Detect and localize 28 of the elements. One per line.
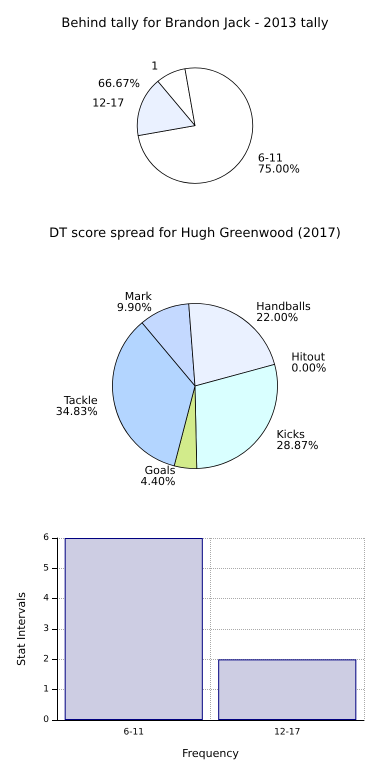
y-axis-title: Stat Intervals — [15, 592, 28, 666]
y-tick-label: 2 — [43, 654, 49, 664]
slice-label: Goals — [144, 464, 176, 477]
chart-title: Behind tally for Brandon Jack - 2013 tally — [61, 16, 329, 31]
slice-label: Mark — [124, 290, 152, 304]
y-tick-label: 1 — [43, 684, 49, 695]
slice-label: 1 — [151, 60, 158, 73]
slice-label: 12-17 — [92, 96, 124, 110]
data-label: 4.40% — [140, 474, 176, 488]
y-tick-label: 4 — [43, 594, 50, 604]
x-axis-title: Frequency — [182, 747, 240, 760]
y-tick-label: 3 — [43, 624, 49, 634]
text: 0.00% — [291, 361, 326, 374]
y-tick-label: 5 — [43, 563, 49, 574]
data-label: 28.87% — [276, 439, 318, 452]
data-label: 22.00% — [256, 311, 298, 324]
category-label: Hitout — [291, 350, 326, 364]
y-tick-label: 6 — [43, 533, 50, 543]
data-label: 34.83% — [56, 404, 98, 418]
slice-label: Handballs — [256, 300, 312, 314]
text: 66.67% — [98, 77, 140, 90]
slice-label: 6-11 — [258, 151, 283, 164]
slice-label: Kicks — [276, 428, 306, 442]
data-label: 9.90% — [116, 301, 152, 314]
chart-title: DT score spread for Hugh Greenwood (2017) — [49, 226, 341, 241]
y-tick-label: 0 — [43, 715, 50, 725]
data-label: 75.00% — [258, 162, 300, 176]
slice-label: Tackle — [62, 394, 98, 407]
